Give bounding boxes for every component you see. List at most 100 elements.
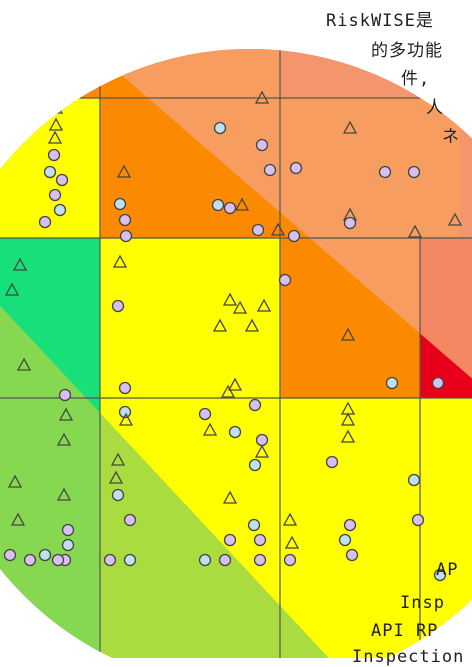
circle-marker [343, 216, 357, 230]
circle-marker [255, 433, 269, 447]
triangle-marker [116, 164, 132, 178]
triangle-marker [108, 470, 124, 484]
circle-marker [38, 548, 52, 562]
triangle-marker [254, 444, 270, 458]
circle-marker [253, 553, 267, 567]
circle-marker [3, 548, 17, 562]
triangle-marker [340, 327, 356, 341]
circle-marker [55, 173, 69, 187]
triangle-marker [202, 422, 218, 436]
circle-marker [53, 203, 67, 217]
circle-marker [378, 165, 392, 179]
triangle-marker [232, 300, 248, 314]
triangle-marker [270, 222, 286, 236]
circle-marker [118, 381, 132, 395]
circle-marker [61, 523, 75, 537]
circle-marker [338, 533, 352, 547]
circle-marker [247, 518, 261, 532]
circle-marker [433, 568, 447, 582]
triangle-marker [4, 282, 20, 296]
circle-marker [103, 553, 117, 567]
circle-marker [213, 121, 227, 135]
scatter-markers [3, 87, 463, 582]
triangle-marker [56, 432, 72, 446]
circle-marker [223, 533, 237, 547]
caption-line-5: ネ [442, 127, 460, 147]
triangle-marker [46, 87, 62, 101]
triangle-marker [10, 512, 26, 526]
circle-marker [218, 553, 232, 567]
caption-line-8: API RP [371, 621, 439, 641]
caption-line-7: Insp [400, 593, 445, 613]
circle-marker [111, 299, 125, 313]
circle-marker [47, 148, 61, 162]
circle-marker [51, 553, 65, 567]
circle-marker [61, 538, 75, 552]
triangle-marker [16, 357, 32, 371]
circle-marker [118, 213, 132, 227]
circle-marker [118, 405, 132, 419]
caption-line-9: Inspection [352, 647, 465, 667]
triangle-marker [340, 412, 356, 426]
triangle-marker [256, 298, 272, 312]
circle-marker [23, 553, 37, 567]
triangle-marker [222, 292, 238, 306]
triangle-marker [212, 318, 228, 332]
triangle-marker [342, 120, 358, 134]
triangle-marker [14, 123, 30, 137]
triangle-marker [447, 212, 463, 226]
circle-marker [385, 376, 399, 390]
circle-marker [263, 163, 277, 177]
circle-marker [411, 513, 425, 527]
circle-marker [325, 455, 339, 469]
triangle-marker [56, 487, 72, 501]
triangle-marker [284, 535, 300, 549]
circle-marker [407, 165, 421, 179]
circle-marker [345, 548, 359, 562]
circle-marker [211, 198, 225, 212]
circle-marker [38, 215, 52, 229]
triangle-marker [118, 412, 134, 426]
circle-marker [198, 553, 212, 567]
caption-line-3: 件, [401, 69, 431, 89]
circle-marker [283, 553, 297, 567]
circle-marker [248, 398, 262, 412]
circle-marker [123, 553, 137, 567]
circle-marker [253, 533, 267, 547]
triangle-marker [47, 130, 63, 144]
triangle-marker [48, 117, 64, 131]
triangle-marker [340, 429, 356, 443]
triangle-marker [7, 474, 23, 488]
circle-marker [48, 188, 62, 202]
triangle-marker [110, 452, 126, 466]
circle-marker [248, 458, 262, 472]
circle-marker [289, 161, 303, 175]
triangle-marker [282, 512, 298, 526]
circle-marker [223, 201, 237, 215]
circle-marker [228, 425, 242, 439]
triangle-marker [12, 257, 28, 271]
circle-marker [58, 388, 72, 402]
circle-marker [111, 488, 125, 502]
triangle-marker [220, 384, 236, 398]
triangle-marker [227, 377, 243, 391]
circle-marker [123, 513, 137, 527]
circle-marker [343, 518, 357, 532]
caption-line-2: 的多功能 [371, 41, 443, 61]
circle-marker [119, 229, 133, 243]
triangle-marker [234, 197, 250, 211]
circle-marker [255, 138, 269, 152]
circle-marker [278, 273, 292, 287]
circle-marker [251, 223, 265, 237]
circle-marker [287, 229, 301, 243]
triangle-marker [48, 100, 64, 114]
triangle-marker [58, 407, 74, 421]
triangle-marker [112, 254, 128, 268]
circle-marker [113, 197, 127, 211]
caption-line-1: RiskWISE是 [326, 11, 434, 31]
circle-marker [431, 376, 445, 390]
circle-marker [407, 473, 421, 487]
